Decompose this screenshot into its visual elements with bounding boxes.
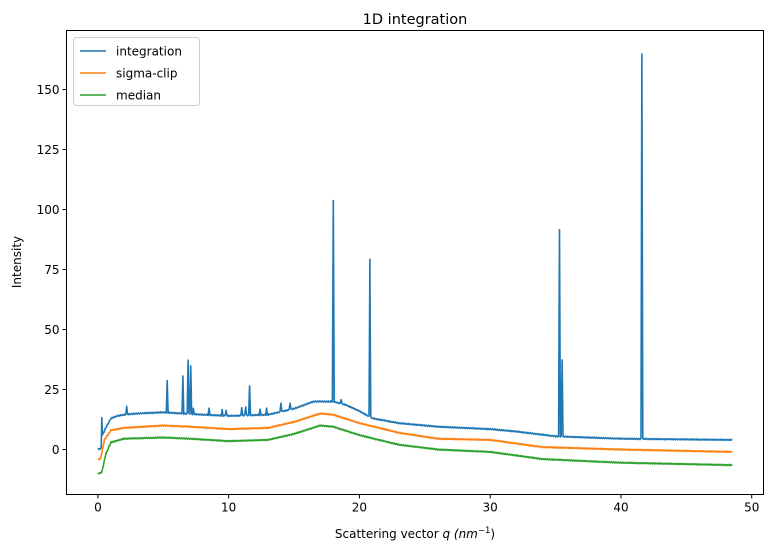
y-tick-label: 75 — [44, 263, 59, 277]
x-tick-label: 50 — [744, 501, 759, 515]
x-tick-label: 10 — [221, 501, 236, 515]
axes-frame — [66, 30, 764, 495]
y-tick-label: 150 — [37, 83, 60, 97]
series-line-sigma-clip — [97, 412, 733, 461]
y-tick-label: 125 — [37, 143, 60, 157]
x-tick-label: 20 — [352, 501, 367, 515]
plot-area — [97, 53, 733, 475]
legend-label-integration: integration — [116, 45, 182, 59]
legend-label-sigma-clip: sigma-clip — [116, 67, 177, 81]
y-tick-label: 0 — [52, 443, 60, 457]
y-tick-label: 50 — [44, 323, 59, 337]
series-line-integration — [97, 53, 733, 451]
x-tick-label: 40 — [613, 501, 628, 515]
x-tick-label: 0 — [94, 501, 102, 515]
series-line-median — [97, 424, 733, 475]
y-axis: 0 25 50 75 100 125 150 — [37, 83, 67, 457]
y-tick-label: 25 — [44, 383, 59, 397]
legend: integration sigma-clip median — [73, 37, 200, 106]
x-axis-label: Scattering vector q (nm−1) — [335, 526, 495, 541]
x-axis: 0 10 20 30 40 50 — [94, 494, 759, 515]
chart-title: 1D integration — [363, 12, 468, 28]
legend-box — [73, 37, 200, 106]
y-tick-label: 100 — [37, 203, 60, 217]
x-tick-label: 30 — [483, 501, 498, 515]
legend-label-median: median — [116, 89, 161, 103]
y-axis-label: Intensity — [10, 236, 24, 288]
